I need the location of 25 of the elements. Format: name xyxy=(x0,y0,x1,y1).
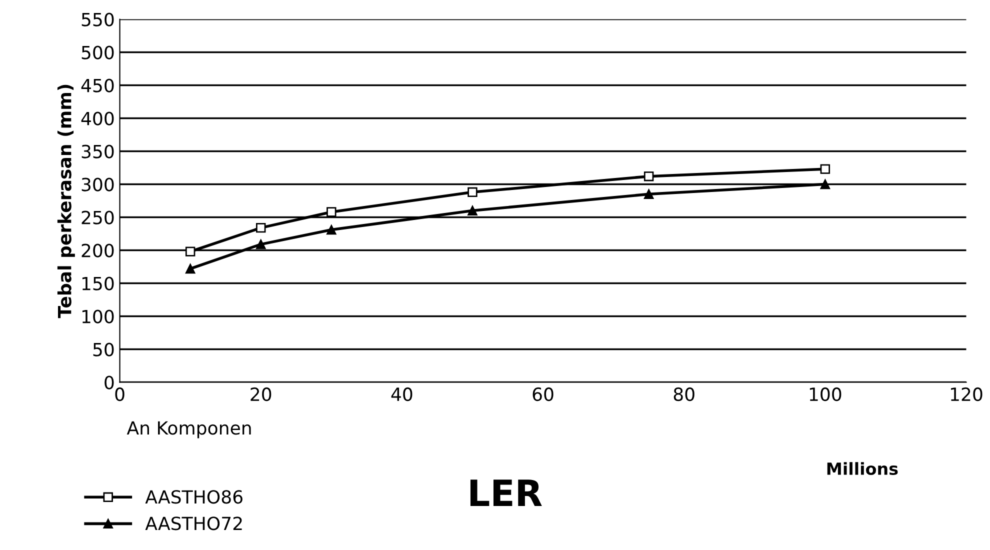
text: An Komponen xyxy=(126,421,251,438)
x-tick-label: 80 xyxy=(674,387,694,402)
y-tick-label: 400 xyxy=(81,112,114,126)
y-tick-label: 50 xyxy=(93,342,114,356)
x-tick-label: 40 xyxy=(391,387,412,402)
y-axis-title: Tebal perkerasan (mm) xyxy=(57,84,75,318)
y-tick-label: 200 xyxy=(82,244,114,258)
legend-label: AASTHO86 xyxy=(145,490,242,504)
y-tick-label: 450 xyxy=(81,78,114,92)
x-tick-label: 20 xyxy=(250,387,272,402)
x-tick-label: 0 xyxy=(115,387,124,402)
y-tick-label: 100 xyxy=(82,310,114,324)
text: LER xyxy=(470,480,542,506)
x-tick-label: 120 xyxy=(950,387,982,402)
x-tick-label: 100 xyxy=(810,387,842,402)
y-tick-label: 300 xyxy=(82,178,114,192)
x-tick-label: 60 xyxy=(532,387,554,402)
legend-label: AASTHO72 xyxy=(145,516,242,530)
y-tick-label: 350 xyxy=(82,144,114,158)
y-tick-label: 0 xyxy=(104,376,114,390)
y-tick-label: 150 xyxy=(82,276,114,290)
y-tick-label: 550 xyxy=(82,12,114,26)
x-axis-title: Millions xyxy=(827,462,898,476)
y-tick-label: 250 xyxy=(82,210,114,224)
y-tick-label: 500 xyxy=(82,46,114,60)
